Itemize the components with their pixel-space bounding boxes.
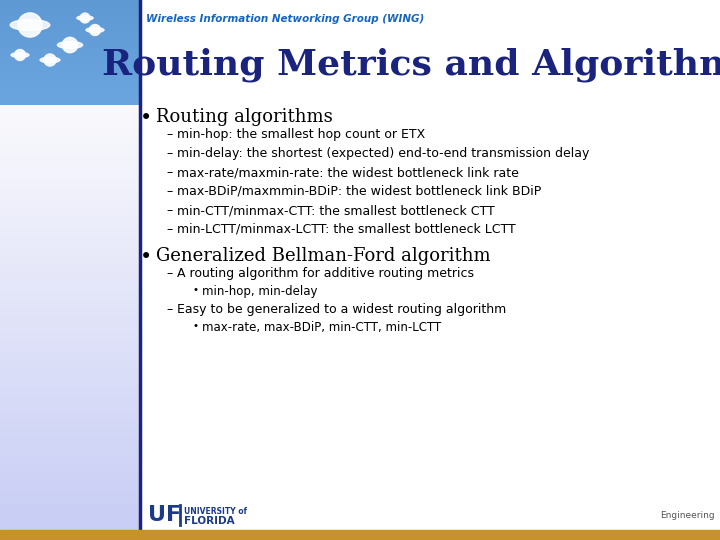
Circle shape bbox=[14, 50, 25, 60]
Text: Routing Metrics and Algorithms: Routing Metrics and Algorithms bbox=[102, 48, 720, 82]
Text: min-delay: the shortest (expected) end-to-end transmission delay: min-delay: the shortest (expected) end-t… bbox=[177, 147, 590, 160]
Text: min-CTT/minmax-CTT: the smallest bottleneck CTT: min-CTT/minmax-CTT: the smallest bottlen… bbox=[177, 204, 495, 217]
Ellipse shape bbox=[10, 19, 50, 30]
Ellipse shape bbox=[58, 42, 83, 49]
Text: Engineering: Engineering bbox=[660, 510, 715, 519]
Text: –: – bbox=[166, 267, 172, 280]
Ellipse shape bbox=[40, 57, 60, 63]
Text: –: – bbox=[166, 204, 172, 217]
Text: –: – bbox=[166, 303, 172, 316]
Text: UF: UF bbox=[148, 505, 181, 525]
Ellipse shape bbox=[11, 52, 29, 57]
Text: min-hop, min-delay: min-hop, min-delay bbox=[202, 285, 318, 298]
Text: Routing algorithms: Routing algorithms bbox=[156, 108, 333, 126]
Text: max-rate/maxmin-rate: the widest bottleneck link rate: max-rate/maxmin-rate: the widest bottlen… bbox=[177, 166, 519, 179]
Circle shape bbox=[18, 13, 42, 37]
Text: –: – bbox=[166, 223, 172, 236]
Text: Generalized Bellman-Ford algorithm: Generalized Bellman-Ford algorithm bbox=[156, 247, 490, 265]
Ellipse shape bbox=[77, 16, 93, 20]
Text: max-rate, max-BDiP, min-CTT, min-LCTT: max-rate, max-BDiP, min-CTT, min-LCTT bbox=[202, 321, 441, 334]
Text: –: – bbox=[166, 166, 172, 179]
Text: •: • bbox=[192, 321, 198, 331]
Text: •: • bbox=[192, 285, 198, 295]
Text: min-hop: the smallest hop count or ETX: min-hop: the smallest hop count or ETX bbox=[177, 128, 426, 141]
Text: max-BDiP/maxmmin-BDiP: the widest bottleneck link BDiP: max-BDiP/maxmmin-BDiP: the widest bottle… bbox=[177, 185, 541, 198]
Ellipse shape bbox=[86, 28, 104, 32]
Text: A routing algorithm for additive routing metrics: A routing algorithm for additive routing… bbox=[177, 267, 474, 280]
Text: Wireless Information Networking Group (WING): Wireless Information Networking Group (W… bbox=[146, 14, 424, 24]
Text: –: – bbox=[166, 185, 172, 198]
Text: –: – bbox=[166, 147, 172, 160]
Text: FLORIDA: FLORIDA bbox=[184, 516, 235, 526]
Circle shape bbox=[44, 54, 56, 66]
Circle shape bbox=[63, 37, 78, 53]
Bar bbox=[0, 530, 720, 540]
Text: min-LCTT/minmax-LCTT: the smallest bottleneck LCTT: min-LCTT/minmax-LCTT: the smallest bottl… bbox=[177, 223, 516, 236]
Circle shape bbox=[89, 24, 101, 36]
Text: –: – bbox=[166, 128, 172, 141]
Text: UNIVERSITY of: UNIVERSITY of bbox=[184, 508, 247, 516]
Text: •: • bbox=[140, 108, 152, 128]
Circle shape bbox=[80, 13, 90, 23]
Text: •: • bbox=[140, 247, 152, 267]
Text: Easy to be generalized to a widest routing algorithm: Easy to be generalized to a widest routi… bbox=[177, 303, 506, 316]
